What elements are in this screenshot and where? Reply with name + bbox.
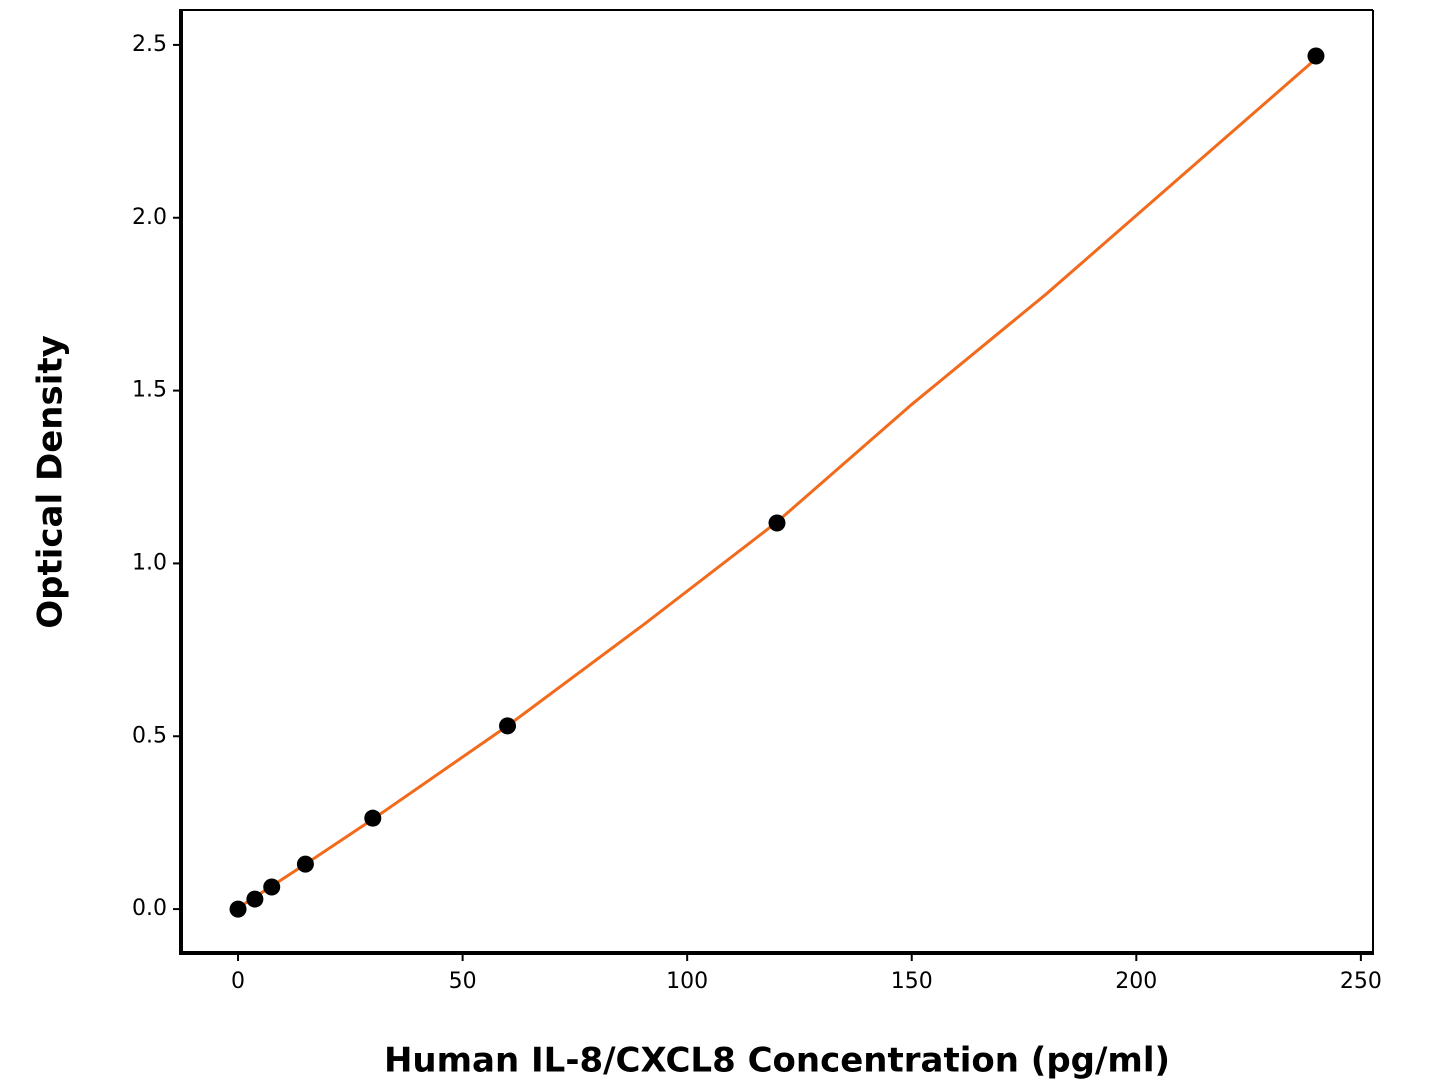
data-point (1307, 47, 1325, 65)
x-tick-label: 50 (449, 969, 477, 994)
y-tick-label: 2.0 (132, 205, 167, 230)
y-tick-label: 0.0 (132, 896, 167, 921)
fit-curve (237, 57, 1317, 910)
x-tick-label: 0 (231, 969, 245, 994)
y-tick-label: 2.5 (132, 32, 167, 57)
y-tick-label: 1.5 (132, 378, 167, 403)
data-point (246, 890, 264, 908)
x-tick-label: 150 (891, 969, 933, 994)
x-tick-label: 100 (666, 969, 708, 994)
x-tick-label: 250 (1340, 969, 1382, 994)
x-axis-label: Human IL-8/CXCL8 Concentration (pg/ml) (384, 1041, 1170, 1081)
y-tick-label: 0.5 (132, 723, 167, 748)
data-point (296, 855, 314, 873)
data-point (768, 514, 786, 532)
y-axis-label: Optical Density (31, 335, 71, 629)
data-point (263, 878, 281, 896)
data-point (499, 717, 517, 735)
data-point (229, 900, 247, 918)
data-point (364, 809, 382, 827)
y-tick-label: 1.0 (132, 550, 167, 575)
x-tick-label: 200 (1115, 969, 1157, 994)
